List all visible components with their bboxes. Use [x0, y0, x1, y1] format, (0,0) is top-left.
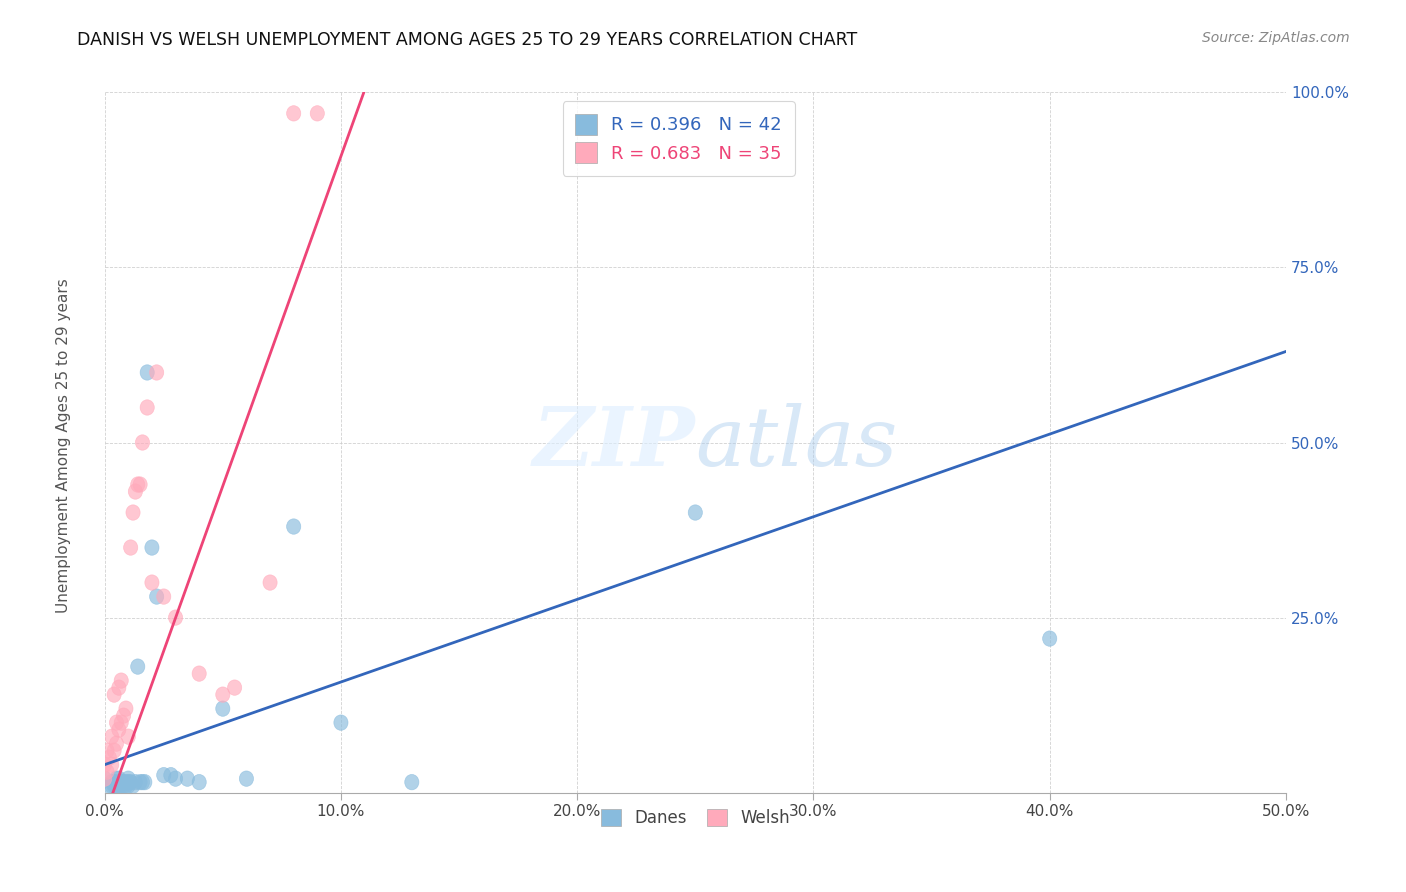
Text: atlas: atlas — [696, 402, 897, 483]
Text: ZIP: ZIP — [533, 402, 696, 483]
Legend: Danes, Welsh: Danes, Welsh — [595, 802, 796, 833]
Text: Source: ZipAtlas.com: Source: ZipAtlas.com — [1202, 31, 1350, 45]
Text: Unemployment Among Ages 25 to 29 years: Unemployment Among Ages 25 to 29 years — [56, 278, 70, 614]
Text: DANISH VS WELSH UNEMPLOYMENT AMONG AGES 25 TO 29 YEARS CORRELATION CHART: DANISH VS WELSH UNEMPLOYMENT AMONG AGES … — [77, 31, 858, 49]
